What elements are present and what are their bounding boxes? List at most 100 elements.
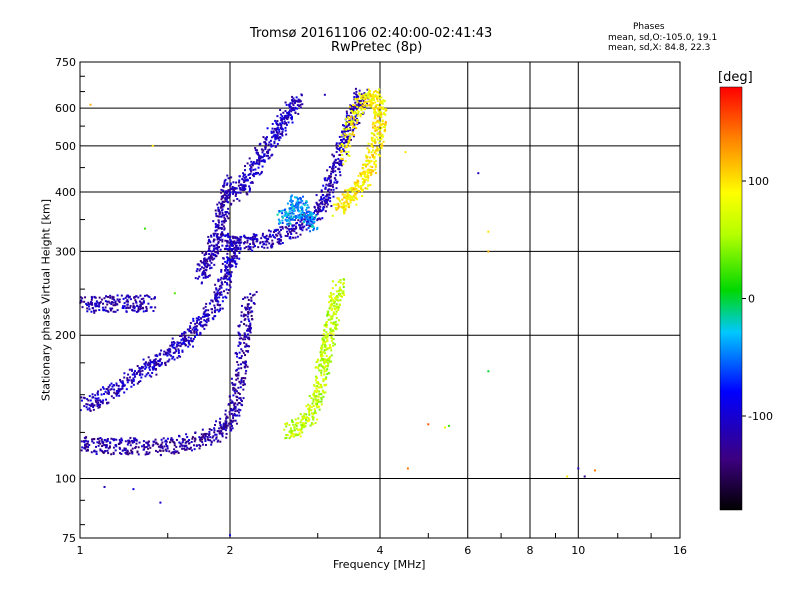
- echo-point: [102, 451, 105, 454]
- echo-point: [265, 237, 268, 240]
- echo-point: [208, 433, 211, 436]
- echo-point: [246, 315, 249, 318]
- echo-point: [328, 360, 331, 363]
- echo-point: [183, 447, 186, 450]
- echo-point: [204, 323, 207, 326]
- echo-point: [323, 199, 326, 202]
- echo-point: [367, 91, 370, 94]
- echo-point: [187, 339, 190, 342]
- echo-point: [337, 157, 340, 160]
- echo-point: [376, 138, 379, 141]
- echo-point: [309, 230, 312, 233]
- echo-point: [97, 441, 100, 444]
- echo-point: [238, 199, 241, 202]
- echo-point: [240, 377, 243, 380]
- echo-point: [226, 260, 229, 263]
- echo-point: [202, 433, 205, 436]
- echo-point: [89, 302, 92, 305]
- echo-point: [346, 198, 349, 201]
- echo-point: [193, 330, 196, 333]
- echo-point: [296, 206, 299, 209]
- echo-point: [371, 126, 374, 129]
- echo-point: [364, 92, 367, 95]
- echo-point: [203, 315, 206, 318]
- echo-point: [214, 296, 217, 299]
- echo-point: [232, 192, 235, 195]
- echo-point: [270, 136, 273, 139]
- echo-point: [252, 237, 255, 240]
- echo-point: [290, 199, 293, 202]
- echo-point: [342, 132, 345, 135]
- echo-point: [311, 415, 314, 418]
- echo-point: [279, 242, 282, 245]
- echo-point: [220, 195, 223, 198]
- echo-point: [258, 159, 261, 162]
- echo-point: [131, 451, 134, 454]
- echo-point: [301, 195, 304, 198]
- echo-point: [334, 325, 337, 328]
- echo-point: [103, 438, 106, 441]
- echo-point: [222, 200, 225, 203]
- echo-point: [299, 220, 302, 223]
- echo-point: [382, 106, 385, 109]
- echo-point: [325, 340, 328, 343]
- echo-point: [217, 206, 220, 209]
- echo-point: [135, 371, 138, 374]
- echo-point: [226, 183, 229, 186]
- echo-point: [269, 235, 272, 238]
- echo-point: [151, 444, 154, 447]
- echo-point: [339, 292, 342, 295]
- echo-point: [324, 352, 327, 355]
- echo-point: [151, 144, 154, 147]
- echo-point: [373, 155, 376, 158]
- echo-point: [310, 216, 313, 219]
- echo-point: [351, 108, 354, 111]
- echo-point: [279, 238, 282, 241]
- echo-point: [343, 212, 346, 215]
- echo-point: [321, 346, 324, 349]
- echo-point: [379, 110, 382, 113]
- x-tick-label: 10: [571, 544, 585, 557]
- echo-point: [155, 367, 158, 370]
- echo-point: [182, 439, 185, 442]
- echo-point: [313, 210, 316, 213]
- echo-point: [221, 214, 224, 217]
- echo-point: [362, 97, 365, 100]
- echo-point: [366, 95, 369, 98]
- echo-point: [299, 197, 302, 200]
- echo-point: [373, 111, 376, 114]
- echo-point: [179, 445, 182, 448]
- echo-point: [210, 253, 213, 256]
- echo-point: [296, 207, 299, 210]
- echo-point: [335, 181, 338, 184]
- echo-point: [229, 279, 232, 282]
- echo-point: [248, 320, 251, 323]
- echo-point: [110, 388, 113, 391]
- echo-point: [220, 293, 223, 296]
- echo-point: [125, 388, 128, 391]
- echo-point: [217, 439, 220, 442]
- echo-point: [227, 289, 230, 292]
- echo-point: [342, 128, 345, 131]
- echo-point: [225, 417, 228, 420]
- echo-point: [336, 296, 339, 299]
- echo-point: [377, 95, 380, 98]
- echo-point: [338, 304, 341, 307]
- echo-point: [320, 345, 323, 348]
- echo-point: [318, 390, 321, 393]
- echo-point: [125, 300, 128, 303]
- echo-point: [326, 359, 329, 362]
- echo-point: [308, 413, 311, 416]
- echo-point: [228, 259, 231, 262]
- echo-point: [351, 188, 354, 191]
- echo-point: [178, 441, 181, 444]
- echo-point: [249, 324, 252, 327]
- echo-point: [370, 103, 373, 106]
- echo-point: [374, 127, 377, 130]
- echo-point: [217, 221, 220, 224]
- echo-point: [216, 291, 219, 294]
- echo-point: [366, 173, 369, 176]
- echo-point: [373, 109, 376, 112]
- echo-point: [99, 437, 102, 440]
- echo-point: [193, 440, 196, 443]
